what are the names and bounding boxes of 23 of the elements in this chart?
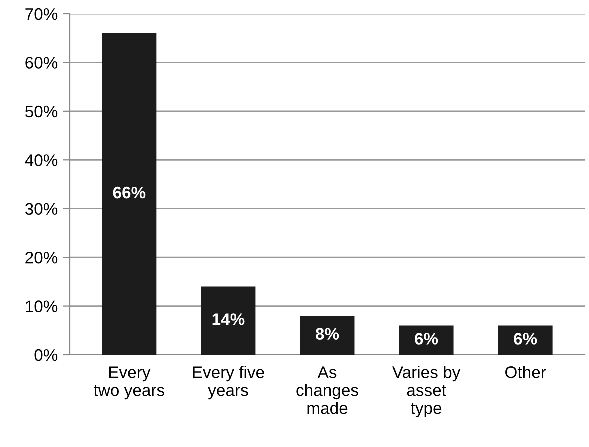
- bar: [300, 316, 355, 355]
- y-tick-label: 50%: [26, 106, 58, 118]
- data-label: 8%: [316, 328, 340, 340]
- x-tick-label: As changes made: [296, 366, 358, 414]
- y-tick-label: 40%: [25, 154, 58, 166]
- data-label: 6%: [415, 333, 438, 345]
- data-label: 14%: [212, 314, 245, 326]
- y-tick-label: 30%: [25, 203, 58, 216]
- bar: [498, 326, 553, 355]
- bar: [102, 33, 157, 355]
- y-tick-label: 10%: [26, 300, 58, 312]
- bar: [201, 286, 256, 355]
- y-tick-label: 60%: [26, 57, 58, 69]
- x-tick-label: Every five years: [193, 366, 264, 400]
- data-label: 66%: [113, 186, 146, 199]
- x-tick-label: Other: [506, 366, 546, 378]
- y-tick-label: 0%: [34, 349, 58, 362]
- y-tick-label: 70%: [26, 8, 58, 20]
- x-tick-label: Every two years: [94, 366, 164, 400]
- y-tick-label: 20%: [26, 252, 58, 264]
- data-label: 6%: [514, 333, 538, 345]
- bar: [399, 326, 454, 355]
- x-tick-label: Varies by asset type: [392, 366, 461, 418]
